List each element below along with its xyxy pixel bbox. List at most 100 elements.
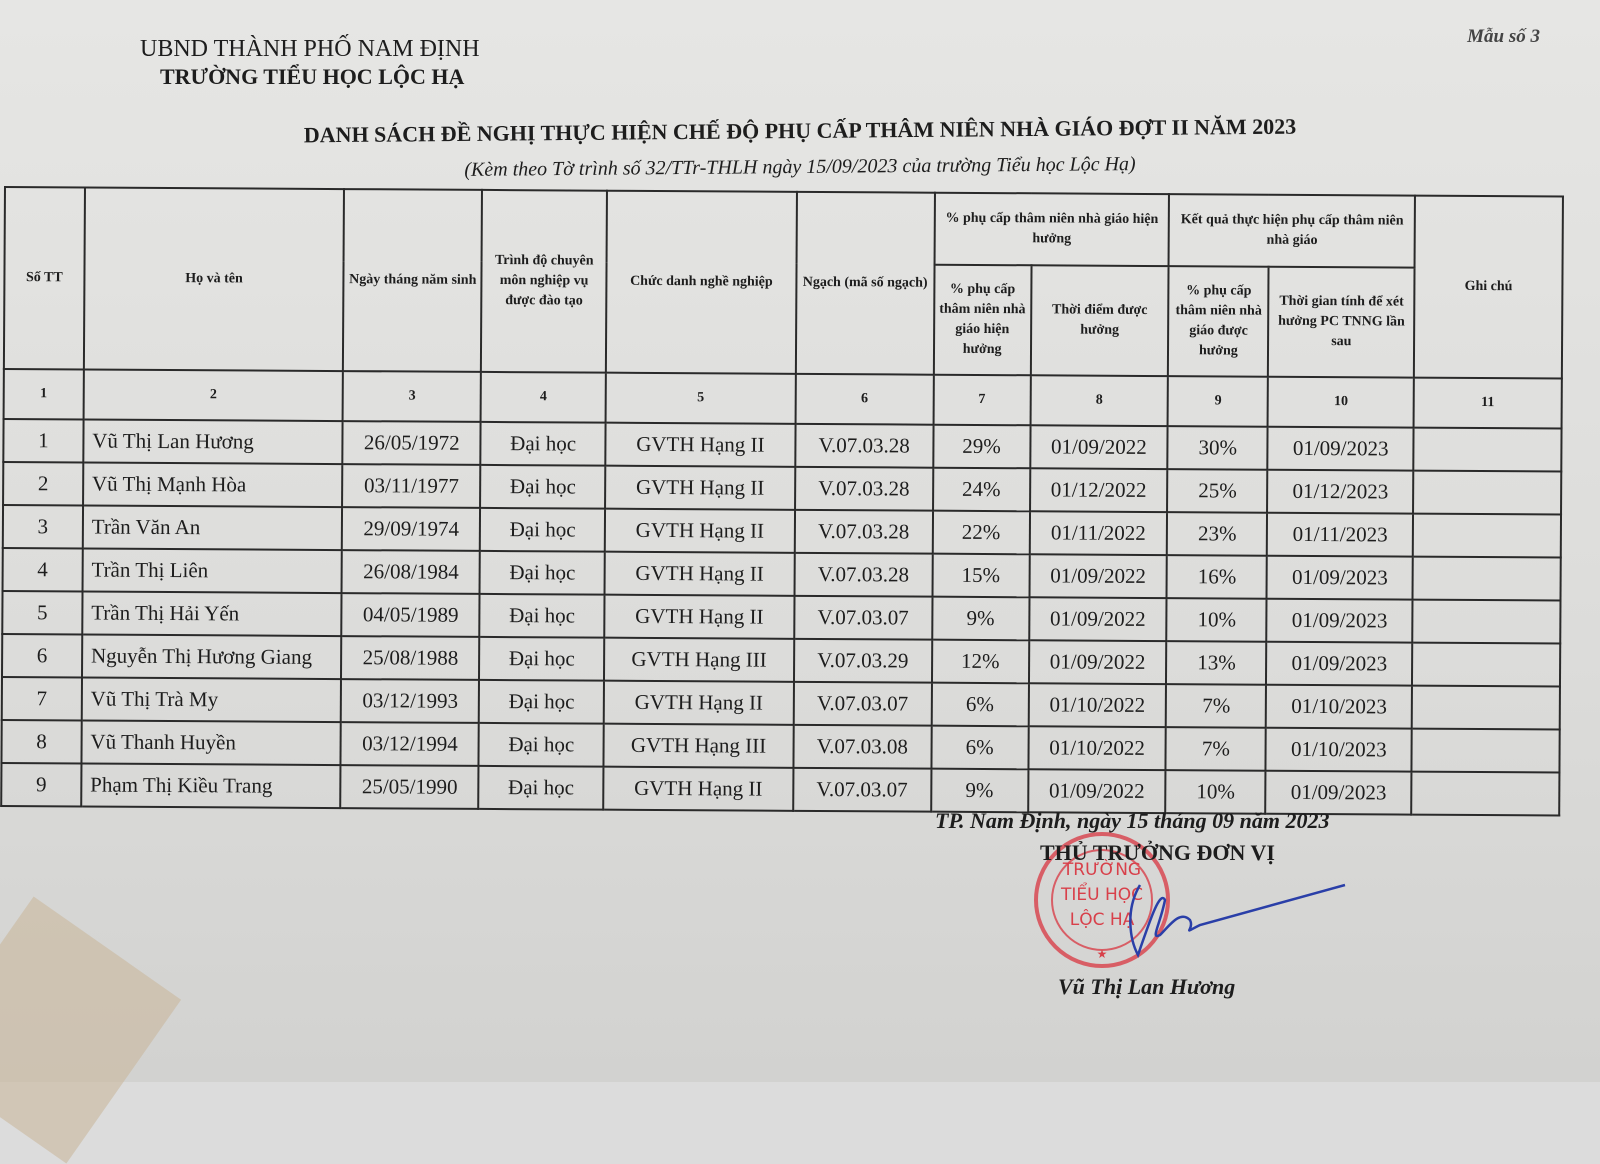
table-cell: 01/12/2022 <box>1029 468 1168 513</box>
table-cell <box>1412 513 1562 558</box>
column-index: 10 <box>1267 376 1415 428</box>
table-cell: 7% <box>1166 684 1267 728</box>
table-cell: Trần Thị Liên <box>82 548 343 594</box>
column-index: 5 <box>605 372 796 424</box>
table-cell: Đại học <box>478 722 604 767</box>
table-cell: 7% <box>1165 727 1267 771</box>
column-index: 2 <box>83 369 344 422</box>
org-line-2: TRƯỜNG TIỂU HỌC LỘC HẠ <box>160 64 465 89</box>
header-group-result: Kết quả thực hiện phụ cấp thâm niên nhà … <box>1169 194 1416 268</box>
table-cell: Nguyễn Thị Hương Giang <box>81 634 342 680</box>
table-cell: 01/11/2022 <box>1029 511 1168 556</box>
table-cell: V.07.03.07 <box>793 681 932 726</box>
table-cell: Phạm Thị Kiều Trang <box>81 763 341 809</box>
column-index: 11 <box>1413 377 1562 429</box>
stamp-star-icon: ★ <box>1097 947 1108 961</box>
table-cell: 03/11/1977 <box>342 464 481 508</box>
table-cell <box>1412 599 1561 644</box>
table-cell: 25/05/1990 <box>340 765 479 809</box>
table-cell: V.07.03.28 <box>794 552 933 597</box>
table-cell: 30% <box>1167 426 1268 470</box>
table-cell: 15% <box>932 553 1030 598</box>
table-cell: 01/09/2022 <box>1029 425 1169 470</box>
table-cell: Đại học <box>479 593 605 638</box>
header-current-pct: % phụ cấp thâm niên nhà giáo hiện hưởng <box>933 264 1032 376</box>
column-index: 9 <box>1168 376 1269 427</box>
table-cell: GVTH Hạng II <box>605 465 796 510</box>
stamp-line-2: TIỂU HỌC <box>1060 881 1143 905</box>
table-cell: Đại học <box>480 421 606 466</box>
table-cell: 6% <box>931 682 1029 727</box>
signature <box>1129 883 1346 959</box>
header-name: Họ và tên <box>83 187 345 372</box>
table-cell <box>1412 556 1561 601</box>
table-cell: 24% <box>932 467 1030 512</box>
column-index: 1 <box>3 369 84 420</box>
table-cell: Đại học <box>479 550 605 595</box>
table-cell: 12% <box>931 639 1029 684</box>
table-cell: 10% <box>1166 598 1267 642</box>
table-cell: V.07.03.28 <box>795 423 934 468</box>
table-cell: GVTH Hạng II <box>603 680 794 725</box>
table-cell: 6% <box>931 725 1029 770</box>
table-cell: 01/09/2022 <box>1028 640 1167 685</box>
table-cell: Đại học <box>480 507 606 552</box>
signer-position: THỦ TRƯỞNG ĐƠN VỊ <box>1040 840 1275 865</box>
table-cell: 03/12/1993 <box>341 679 480 723</box>
table-cell: 1 <box>3 419 84 463</box>
form-number: Mẫu số 3 <box>1467 26 1540 47</box>
stamp-line-1: TRƯỜNG <box>1062 858 1141 880</box>
table-cell: 13% <box>1166 641 1267 685</box>
header-group-current: % phụ cấp thâm niên nhà giáo hiện hưởng <box>934 192 1170 267</box>
signer-name: Vũ Thị Lan Hương <box>1058 974 1236 999</box>
table-cell: 04/05/1989 <box>341 593 480 637</box>
table-cell: 23% <box>1167 512 1268 556</box>
table-cell: Vũ Thị Trà My <box>81 677 342 723</box>
allowance-table: Số TT Họ và tên Ngày tháng năm sinh Trìn… <box>0 186 1564 817</box>
table-cell: V.07.03.29 <box>793 638 932 683</box>
table-cell: 8 <box>1 719 82 764</box>
table-cell: 29/09/1974 <box>342 507 481 551</box>
table-cell <box>1411 685 1560 730</box>
column-index: 3 <box>342 371 482 422</box>
table-cell: 7 <box>1 676 82 721</box>
table-cell <box>1413 470 1562 515</box>
table-cell: GVTH Hạng II <box>603 766 794 811</box>
table-cell: 22% <box>932 510 1030 555</box>
table-cell: GVTH Hạng II <box>604 551 795 596</box>
table-cell: 01/09/2023 <box>1266 555 1413 600</box>
table-cell: GVTH Hạng II <box>604 594 795 639</box>
table-cell: 03/12/1994 <box>340 722 480 766</box>
table-cell: 01/10/2023 <box>1266 684 1413 729</box>
table-cell: 01/10/2023 <box>1265 727 1412 772</box>
table-cell: 01/10/2022 <box>1028 683 1167 728</box>
table-cell: V.07.03.28 <box>794 509 933 554</box>
header-new-pct: % phụ cấp thâm niên nhà giáo được hưởng <box>1168 266 1269 377</box>
table-cell: GVTH Hạng II <box>604 508 795 553</box>
table-cell <box>1413 427 1562 472</box>
table-cell: Đại học <box>479 679 605 724</box>
table-cell: V.07.03.28 <box>794 466 933 511</box>
header-stt: Số TT <box>3 187 85 370</box>
table-cell: 5 <box>2 590 83 635</box>
table-cell: 2 <box>3 462 84 506</box>
table-cell: Đại học <box>478 765 604 810</box>
table-cell: 16% <box>1166 555 1268 599</box>
table-cell: GVTH Hạng III <box>603 723 794 768</box>
table-cell: 9% <box>931 596 1030 641</box>
table-cell: 6 <box>2 633 83 678</box>
table-cell: V.07.03.07 <box>793 767 932 812</box>
table-cell: 9 <box>1 762 82 807</box>
table-cell: 01/09/2022 <box>1029 554 1168 599</box>
column-index: 7 <box>933 374 1031 426</box>
table-cell: 26/08/1984 <box>341 550 481 594</box>
table-cell: 01/09/2022 <box>1028 597 1167 642</box>
table-cell: Vũ Thị Lan Hương <box>83 419 343 465</box>
table-cell: 01/09/2022 <box>1027 769 1166 814</box>
table-cell: 01/09/2023 <box>1266 598 1413 643</box>
table-cell: 29% <box>932 424 1031 469</box>
table-cell: 01/12/2023 <box>1267 469 1414 514</box>
header-note: Ghi chú <box>1414 195 1563 379</box>
table-cell <box>1411 771 1560 816</box>
stamp-line-3: LỘC HẠ <box>1070 908 1135 930</box>
